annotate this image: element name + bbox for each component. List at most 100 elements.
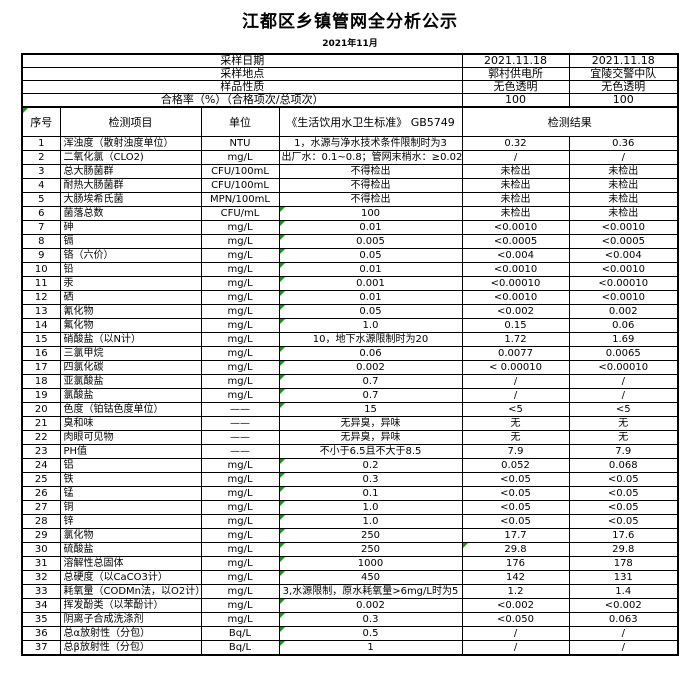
cell-result-1: 1.72 bbox=[461, 331, 570, 347]
cell-no: 17 bbox=[21, 359, 61, 375]
cell-standard: 3,水源限制，原水耗氧量>6mg/L时为5 bbox=[278, 583, 463, 599]
cell-unit: mg/L bbox=[200, 261, 280, 277]
cell-result-2: 未检出 bbox=[568, 191, 679, 207]
cell-result-1: <0.0010 bbox=[461, 261, 570, 277]
info-value-2: 无色透明 bbox=[568, 80, 679, 94]
column-header-result: 检测结果 bbox=[461, 106, 679, 137]
cell-unit: mg/L bbox=[200, 569, 280, 585]
cell-unit: CFU/100mL bbox=[200, 177, 280, 193]
cell-result-2: <0.05 bbox=[568, 499, 679, 515]
table-row: 27 铜 mg/L 1.0 <0.05 <0.05 bbox=[21, 499, 679, 515]
green-corner-icon bbox=[280, 473, 285, 478]
info-value-1: 无色透明 bbox=[461, 80, 570, 94]
cell-unit: CFU/mL bbox=[200, 205, 280, 221]
cell-result-2: / bbox=[568, 387, 679, 403]
cell-item: 砷 bbox=[59, 219, 202, 235]
cell-result-1: / bbox=[461, 387, 570, 403]
table-row: 1 浑浊度（散射浊度单位） NTU 1，水源与净水技术条件限制时为3 0.32 0.36 bbox=[21, 135, 679, 151]
cell-standard: 1.0 bbox=[278, 513, 463, 529]
info-value-2: 100 bbox=[568, 93, 679, 108]
table-row: 10 铅 mg/L 0.01 <0.0010 <0.0010 bbox=[21, 261, 679, 277]
cell-result-1: 0.15 bbox=[461, 317, 570, 333]
cell-result-2: <0.0010 bbox=[568, 289, 679, 305]
cell-result-2: <5 bbox=[568, 401, 679, 417]
cell-standard: 1，水源与净水技术条件限制时为3 bbox=[278, 135, 463, 151]
green-corner-icon bbox=[280, 305, 285, 310]
table-row: 6 菌落总数 CFU/mL 100 未检出 未检出 bbox=[21, 205, 679, 221]
info-label: 样品性质 bbox=[21, 80, 463, 94]
page-title: 江都区乡镇管网全分析公示 bbox=[242, 12, 458, 32]
cell-no: 31 bbox=[21, 555, 61, 571]
cell-item: 铅 bbox=[59, 261, 202, 277]
cell-result-1: 7.9 bbox=[461, 443, 570, 459]
cell-item: 臭和味 bbox=[59, 415, 202, 431]
green-corner-icon bbox=[280, 375, 285, 380]
cell-result-1: 0.32 bbox=[461, 135, 570, 151]
cell-no: 10 bbox=[21, 261, 61, 277]
cell-result-2: 1.4 bbox=[568, 583, 679, 599]
cell-no: 24 bbox=[21, 457, 61, 473]
cell-no: 27 bbox=[21, 499, 61, 515]
cell-unit: mg/L bbox=[200, 611, 280, 627]
cell-result-2: / bbox=[568, 639, 679, 655]
info-value-1: 100 bbox=[461, 93, 570, 108]
cell-result-1: <0.050 bbox=[461, 611, 570, 627]
green-corner-icon bbox=[280, 627, 285, 632]
cell-unit: mg/L bbox=[200, 387, 280, 403]
table-row: 25 铁 mg/L 0.3 <0.05 <0.05 bbox=[21, 471, 679, 487]
cell-no: 35 bbox=[21, 611, 61, 627]
cell-unit: mg/L bbox=[200, 471, 280, 487]
cell-result-2: <0.004 bbox=[568, 247, 679, 263]
cell-result-1: <0.0010 bbox=[461, 289, 570, 305]
table-row: 30 硫酸盐 mg/L 250 29.8 29.8 bbox=[21, 541, 679, 557]
green-corner-icon bbox=[280, 235, 285, 240]
cell-item: 挥发酚类（以苯酚计） bbox=[59, 597, 202, 613]
cell-standard: 0.005 bbox=[278, 233, 463, 249]
cell-item: 大肠埃希氏菌 bbox=[59, 191, 202, 207]
cell-item: 三氯甲烷 bbox=[59, 345, 202, 361]
cell-no: 21 bbox=[21, 415, 61, 431]
cell-unit: —— bbox=[200, 401, 280, 417]
cell-item: 耐热大肠菌群 bbox=[59, 177, 202, 193]
column-header-row: 序号 检测项目 单位 《生活饮用水卫生标准》 GB5749 检测结果 bbox=[21, 106, 679, 137]
cell-unit: mg/L bbox=[200, 149, 280, 165]
cell-unit: mg/L bbox=[200, 359, 280, 375]
cell-item: 总硬度（以CaCO3计） bbox=[59, 569, 202, 585]
cell-standard: 15 bbox=[278, 401, 463, 417]
table-row: 23 PH值 —— 不小于6.5且不大于8.5 7.9 7.9 bbox=[21, 443, 679, 459]
cell-result-1: 1.2 bbox=[461, 583, 570, 599]
cell-standard: 10，地下水源限制时为20 bbox=[278, 331, 463, 347]
cell-result-1: 未检出 bbox=[461, 191, 570, 207]
green-corner-icon bbox=[280, 249, 285, 254]
column-header-standard: 《生活饮用水卫生标准》 GB5749 bbox=[278, 106, 463, 137]
cell-result-2: <0.0005 bbox=[568, 233, 679, 249]
cell-item: 肉眼可见物 bbox=[59, 429, 202, 445]
cell-item: 氰化物 bbox=[59, 303, 202, 319]
info-row-sample-location: 采样地点 郭村供电所 宜陵交警中队 bbox=[21, 67, 679, 81]
cell-no: 20 bbox=[21, 401, 61, 417]
table-row: 21 臭和味 —— 无异臭，异味无无 bbox=[21, 415, 679, 431]
cell-result-1: <0.0005 bbox=[461, 233, 570, 249]
table-row: 26 锰 mg/L 0.1 <0.05 <0.05 bbox=[21, 485, 679, 501]
info-row-sample-nature: 样品性质 无色透明 无色透明 bbox=[21, 80, 679, 94]
cell-result-2: / bbox=[568, 373, 679, 389]
table-row: 36 总α放射性（分包） Bq/L 0.5// bbox=[21, 625, 679, 641]
cell-unit: NTU bbox=[200, 135, 280, 151]
cell-result-1: <0.0010 bbox=[461, 219, 570, 235]
table-row: 12 硒 mg/L 0.01 <0.0010 <0.0010 bbox=[21, 289, 679, 305]
cell-result-2: <0.0010 bbox=[568, 261, 679, 277]
cell-no: 1 bbox=[21, 135, 61, 151]
green-corner-icon bbox=[280, 640, 285, 646]
cell-no: 22 bbox=[21, 429, 61, 445]
cell-no: 5 bbox=[21, 191, 61, 207]
table-row: 34 挥发酚类（以苯酚计） mg/L 0.002 <0.002 <0.002 bbox=[21, 597, 679, 613]
cell-standard: 无异臭，异味 bbox=[278, 429, 463, 445]
cell-result-2: <0.00010 bbox=[568, 275, 679, 291]
cell-item: 浑浊度（散射浊度单位） bbox=[59, 135, 202, 151]
cell-no: 36 bbox=[21, 625, 61, 641]
cell-item: 硝酸盐（以N计） bbox=[59, 331, 202, 347]
cell-standard: 0.06 bbox=[278, 345, 463, 361]
column-header-unit: 单位 bbox=[200, 106, 280, 137]
cell-result-2: <0.0010 bbox=[568, 219, 679, 235]
cell-no: 33 bbox=[21, 583, 61, 599]
